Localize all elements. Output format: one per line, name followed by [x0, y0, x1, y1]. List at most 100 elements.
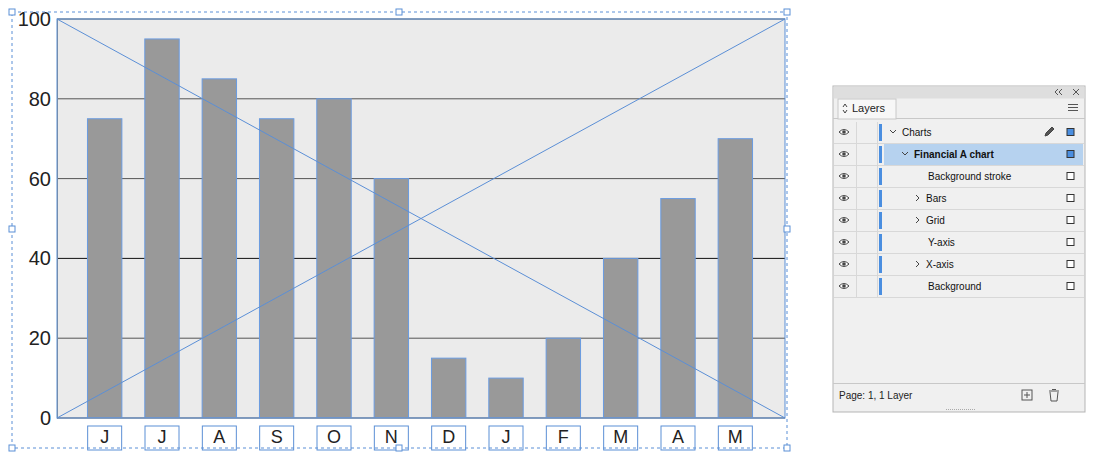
- layer-row[interactable]: Bars: [834, 188, 1084, 210]
- collapse-button[interactable]: [1055, 89, 1062, 95]
- layer-color: [879, 212, 882, 229]
- delete-button[interactable]: [1049, 390, 1059, 402]
- selection-square[interactable]: [1067, 261, 1074, 268]
- selection-square[interactable]: [1067, 173, 1074, 180]
- expand-toggle[interactable]: [916, 261, 919, 267]
- resize-grip[interactable]: [946, 409, 975, 410]
- frame-cross: [57, 19, 785, 418]
- expand-toggle[interactable]: [916, 195, 919, 201]
- x-axis: JJASONDJFMAM: [100, 427, 743, 447]
- handle[interactable]: [396, 9, 402, 15]
- layer-row[interactable]: Grid: [834, 210, 1084, 232]
- row-divider: [834, 143, 1084, 144]
- x-tick: J: [158, 427, 167, 447]
- selection-square[interactable]: [1067, 151, 1074, 158]
- layer-name: Y-axis: [928, 237, 955, 248]
- bar: [317, 99, 351, 418]
- panel-footer: Page: 1, 1 Layer: [839, 390, 913, 401]
- column-divider: [877, 276, 878, 297]
- expand-toggle[interactable]: [916, 217, 919, 223]
- x-tick-label: D: [442, 427, 455, 447]
- selection-square[interactable]: [1067, 195, 1074, 202]
- layer-color: [879, 256, 882, 273]
- x-tick: J: [502, 427, 511, 447]
- selection-square[interactable]: [1067, 129, 1074, 136]
- handle[interactable]: [396, 445, 402, 451]
- x-tick-label: M: [613, 427, 628, 447]
- y-axis: 020406080100: [18, 8, 58, 429]
- close-button[interactable]: [1073, 89, 1079, 95]
- row-highlight: [884, 144, 1083, 165]
- x-tick-label: J: [100, 427, 109, 447]
- y-tick-label: 80: [29, 88, 51, 110]
- visibility-toggle[interactable]: [839, 196, 849, 201]
- bar: [374, 179, 408, 418]
- x-tick-label: M: [728, 427, 743, 447]
- selection-square[interactable]: [1067, 217, 1074, 224]
- x-label-frame: [432, 426, 466, 450]
- footer-divider: [833, 383, 1085, 384]
- layer-name: Background: [928, 281, 981, 292]
- handle[interactable]: [9, 226, 15, 232]
- row-divider: [834, 253, 1084, 254]
- layer-row[interactable]: X-axis: [834, 254, 1084, 276]
- panel-menu[interactable]: [1068, 105, 1078, 111]
- x-tick-label: N: [385, 427, 398, 447]
- visibility-toggle[interactable]: [839, 284, 849, 289]
- new-layer-button[interactable]: [1022, 390, 1032, 400]
- bar: [202, 79, 236, 418]
- expand-toggle[interactable]: [890, 130, 896, 133]
- canvas: 020406080100JJASONDJFMAMLayersChartsFina…: [0, 0, 1098, 468]
- panel-background: [833, 86, 1085, 412]
- handle[interactable]: [784, 445, 790, 451]
- x-tick-label: O: [327, 427, 341, 447]
- layer-row[interactable]: Charts: [834, 122, 1084, 144]
- column-divider: [856, 232, 857, 253]
- bar: [259, 119, 293, 418]
- column-divider: [877, 254, 878, 275]
- eye-pupil: [842, 130, 846, 134]
- x-label-frame: [202, 426, 236, 450]
- row-divider: [834, 165, 1084, 166]
- selection-frame: [9, 9, 790, 451]
- visibility-toggle[interactable]: [839, 130, 849, 135]
- expand-toggle[interactable]: [902, 152, 908, 155]
- visibility-toggle[interactable]: [839, 262, 849, 267]
- column-divider: [877, 166, 878, 187]
- y-tick-label: 100: [18, 8, 51, 30]
- x-tick-label: A: [672, 427, 684, 447]
- layer-row[interactable]: Background: [834, 276, 1084, 298]
- layer-row[interactable]: Y-axis: [834, 232, 1084, 254]
- layer-row[interactable]: Background stroke: [834, 166, 1084, 188]
- column-divider: [856, 144, 857, 165]
- new-layer-plus: [1024, 392, 1030, 398]
- layer-color: [879, 146, 882, 163]
- x-tick: J: [100, 427, 109, 447]
- selection-square[interactable]: [1067, 283, 1074, 290]
- visibility-toggle[interactable]: [839, 240, 849, 245]
- row-divider: [834, 187, 1084, 188]
- layer-color: [879, 278, 882, 295]
- tab[interactable]: [838, 99, 896, 119]
- handle[interactable]: [784, 9, 790, 15]
- handle[interactable]: [9, 9, 15, 15]
- handle[interactable]: [9, 445, 15, 451]
- eye-pupil: [842, 218, 846, 222]
- y-tick-label: 40: [29, 247, 51, 269]
- visibility-toggle[interactable]: [839, 152, 849, 157]
- bar: [661, 199, 695, 418]
- visibility-toggle[interactable]: [839, 218, 849, 223]
- y-tick-label: 0: [40, 407, 51, 429]
- frame-cross: [57, 19, 785, 418]
- x-tick-label: J: [158, 427, 167, 447]
- visibility-toggle[interactable]: [839, 174, 849, 179]
- y-tick-label: 20: [29, 327, 51, 349]
- x-label-frame: [718, 426, 752, 450]
- bar: [431, 358, 465, 418]
- layer-row[interactable]: Financial A chart: [834, 144, 1084, 166]
- selection-square[interactable]: [1067, 239, 1074, 246]
- handle[interactable]: [784, 226, 790, 232]
- row-divider: [834, 297, 1084, 298]
- panel-titlebar: [834, 87, 1085, 99]
- layer-color: [879, 168, 882, 185]
